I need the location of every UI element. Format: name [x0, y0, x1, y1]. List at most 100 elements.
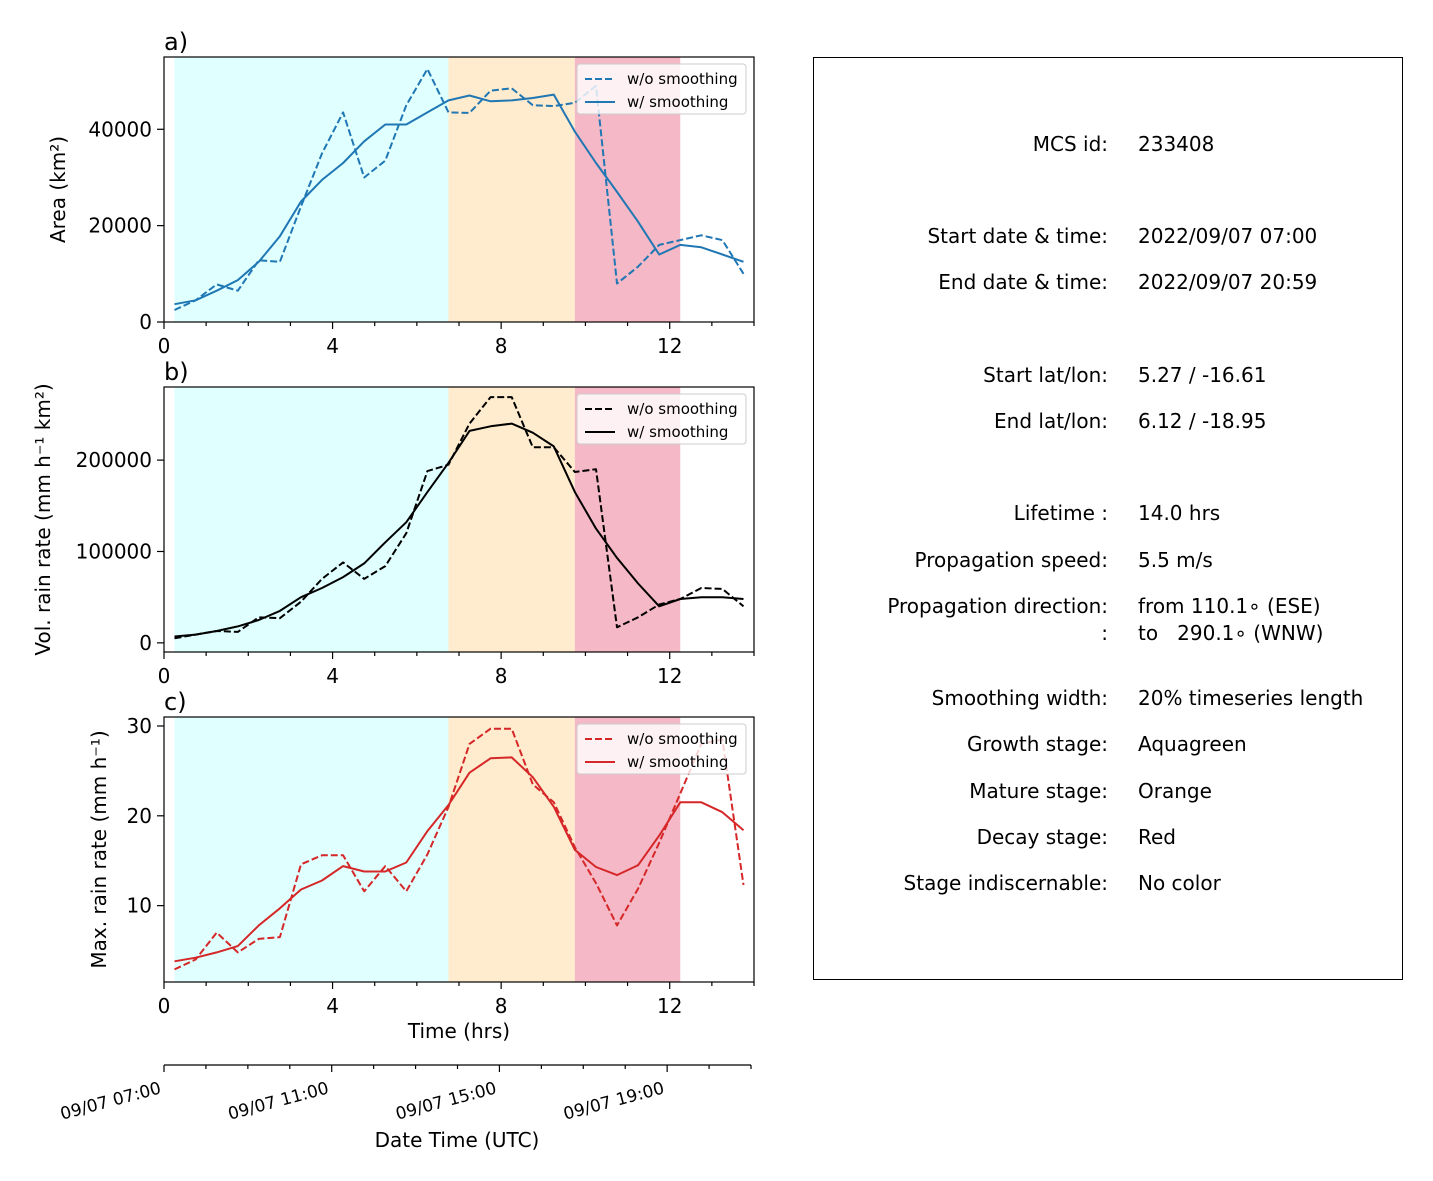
y-axis-label: Max. rain rate (mm h⁻¹) — [87, 730, 111, 968]
panel-label: b) — [164, 358, 189, 386]
legend-label: w/o smoothing — [627, 400, 738, 418]
datetime-axis: 09/07 07:00 09/07 11:00 09/07 15:00 09/07 1… — [58, 1064, 752, 1152]
info-value: from 110.1∘ (ESE) — [1138, 594, 1321, 618]
x-tick-label: 8 — [495, 334, 508, 358]
legend-label: w/o smoothing — [627, 730, 738, 748]
datetime-axis-label: Date Time (UTC) — [375, 1128, 540, 1152]
y-tick-label: 40000 — [88, 117, 152, 141]
y-tick-label: 30 — [127, 714, 152, 738]
legend: w/o smoothing w/ smoothing — [576, 63, 747, 115]
info-value: 6.12 / -18.95 — [1138, 409, 1267, 433]
y-axis-label: Vol. rain rate (mm h⁻¹ km²) — [31, 383, 55, 655]
info-row-smoothing-width: Smoothing width: 20% timeseries length — [814, 686, 1404, 710]
panel-label: a) — [164, 28, 188, 56]
info-label: Decay stage: — [976, 825, 1108, 849]
info-label: Lifetime : — [1013, 501, 1108, 525]
x-tick-label: 4 — [326, 994, 339, 1018]
series-line-smoothed — [174, 422, 744, 638]
y-tick-label: 200000 — [76, 448, 152, 472]
legend: w/o smoothing w/ smoothing — [576, 393, 747, 445]
legend-label: w/ smoothing — [627, 753, 728, 771]
panel-3: 0 4 8 12 10 20 30 c) Max. rain rate (mm h⁻¹) Time… — [87, 688, 755, 1043]
x-tick-label: 8 — [495, 994, 508, 1018]
info-label: Mature stage: — [969, 779, 1108, 803]
info-row-lifetime: Lifetime : 14.0 hrs — [814, 501, 1404, 525]
info-label: Start date & time: — [927, 224, 1108, 248]
x-tick-label: 0 — [158, 994, 171, 1018]
legend: w/o smoothing w/ smoothing — [576, 723, 747, 775]
info-label: Propagation direction: — [887, 594, 1108, 618]
info-row-mature-stage: Mature stage: Orange — [814, 779, 1404, 803]
info-row-decay-stage: Decay stage: Red — [814, 825, 1404, 849]
info-value: 5.27 / -16.61 — [1138, 363, 1267, 387]
info-row-end-datetime: End date & time: 2022/09/07 20:59 — [814, 270, 1404, 294]
info-row-growth-stage: Growth stage: Aquagreen — [814, 732, 1404, 756]
x-tick-label: 4 — [326, 334, 339, 358]
panel-2: 0 4 8 12 0 100000 200000 b) Vol. rain rate (mm h… — [31, 358, 755, 688]
x-axis-label: Time (hrs) — [407, 1019, 510, 1043]
y-tick-label: 10 — [127, 894, 152, 918]
y-axis-label: Area (km²) — [46, 136, 70, 243]
info-row-propagation-direction-to: : to 290.1∘ (WNW) — [814, 621, 1404, 645]
panel-1: 0 4 8 12 0 20000 40000 a) Area (km²) w/o smoothin… — [46, 28, 755, 358]
series-line-raw — [174, 396, 745, 640]
legend-label: w/o smoothing — [627, 70, 738, 88]
info-label: Propagation speed: — [914, 548, 1108, 572]
x-tick-label: 8 — [495, 664, 508, 688]
stage-span-orange — [448, 717, 575, 982]
info-row-start-datetime: Start date & time: 2022/09/07 07:00 — [814, 224, 1404, 248]
info-label: MCS id: — [1032, 132, 1108, 156]
info-row-start-latlon: Start lat/lon: 5.27 / -16.61 — [814, 363, 1404, 387]
info-value: 233408 — [1138, 132, 1215, 156]
y-tick-label: 100000 — [76, 539, 152, 563]
datetime-tick-label: 09/07 19:00 — [561, 1079, 666, 1125]
legend-label: w/ smoothing — [627, 423, 728, 441]
series-line-raw — [174, 727, 745, 971]
info-label: End lat/lon: — [994, 409, 1108, 433]
legend-box — [576, 63, 747, 115]
y-tick-label: 0 — [139, 310, 152, 334]
x-tick-label: 12 — [657, 334, 682, 358]
info-label: Smoothing width: — [931, 686, 1108, 710]
info-value: No color — [1138, 871, 1221, 895]
x-tick-label: 0 — [158, 334, 171, 358]
legend-box — [576, 393, 747, 445]
x-tick-label: 0 — [158, 664, 171, 688]
info-row-end-latlon: End lat/lon: 6.12 / -18.95 — [814, 409, 1404, 433]
info-row-stage-indiscernable: Stage indiscernable: No color — [814, 871, 1404, 895]
info-value: 14.0 hrs — [1138, 501, 1221, 525]
x-tick-label: 4 — [326, 664, 339, 688]
info-value: Red — [1138, 825, 1176, 849]
info-label: Start lat/lon: — [983, 363, 1108, 387]
info-row-propagation-direction: Propagation direction: from 110.1∘ (ESE) — [814, 594, 1404, 618]
x-tick-label: 12 — [657, 994, 682, 1018]
info-row-propagation-speed: Propagation speed: 5.5 m/s — [814, 548, 1404, 572]
info-value: to 290.1∘ (WNW) — [1138, 621, 1324, 645]
datetime-tick-label: 09/07 15:00 — [394, 1079, 499, 1125]
x-tick-label: 12 — [657, 664, 682, 688]
y-tick-label: 20000 — [88, 214, 152, 238]
info-value: 20% timeseries length — [1138, 686, 1364, 710]
info-label: : — [1101, 621, 1108, 645]
series-line-smoothed — [174, 756, 745, 963]
info-value: Orange — [1138, 779, 1212, 803]
info-panel: MCS id: 233408 Start date & time: 2022/0… — [813, 57, 1403, 980]
panel-label: c) — [164, 688, 187, 716]
datetime-tick-label: 09/07 11:00 — [226, 1079, 331, 1125]
info-value: 5.5 m/s — [1138, 548, 1213, 572]
stage-span-aquagreen — [174, 717, 449, 982]
info-value: 2022/09/07 07:00 — [1138, 224, 1318, 248]
y-tick-label: 0 — [139, 631, 152, 655]
info-label: End date & time: — [938, 270, 1108, 294]
info-row-mcs-id: MCS id: 233408 — [814, 132, 1404, 156]
series-line-smoothed — [174, 93, 744, 306]
legend-box — [576, 723, 747, 775]
y-tick-label: 20 — [127, 804, 152, 828]
stage-span-aquagreen — [174, 387, 449, 652]
legend-label: w/ smoothing — [627, 93, 728, 111]
info-label: Growth stage: — [966, 732, 1108, 756]
datetime-tick-label: 09/07 07:00 — [58, 1079, 163, 1125]
info-value: 2022/09/07 20:59 — [1138, 270, 1318, 294]
info-value: Aquagreen — [1138, 732, 1247, 756]
